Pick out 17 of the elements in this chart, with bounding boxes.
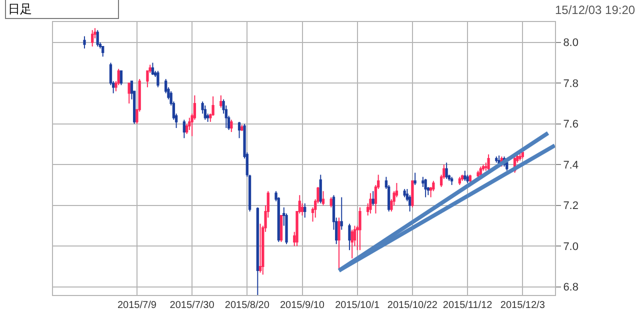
y-tick-label: 8.0 bbox=[563, 37, 578, 50]
y-tick-label: 7.4 bbox=[563, 159, 578, 172]
y-tick-label: 7.0 bbox=[563, 240, 578, 253]
y-tick-label: 6.8 bbox=[563, 282, 578, 294]
x-tick-label: 2015/7/9 bbox=[117, 300, 157, 311]
x-tick-label: 2015/10/1 bbox=[335, 300, 380, 311]
x-tick-label: 2015/8/20 bbox=[224, 300, 270, 311]
x-tick-label: 2015/9/10 bbox=[280, 300, 325, 311]
y-tick-label: 7.2 bbox=[563, 200, 578, 212]
text: 日足 bbox=[8, 2, 32, 16]
x-tick-label: 2015/11/12 bbox=[442, 300, 493, 311]
x-tick-label: 2015/12/3 bbox=[500, 300, 546, 311]
y-tick-label: 7.8 bbox=[563, 78, 578, 90]
text: 15/12/03 19:20 bbox=[555, 3, 636, 17]
x-tick-label: 2015/7/30 bbox=[170, 300, 215, 311]
x-tick-label: 2015/10/22 bbox=[387, 300, 438, 311]
y-tick-label: 7.6 bbox=[563, 118, 578, 131]
